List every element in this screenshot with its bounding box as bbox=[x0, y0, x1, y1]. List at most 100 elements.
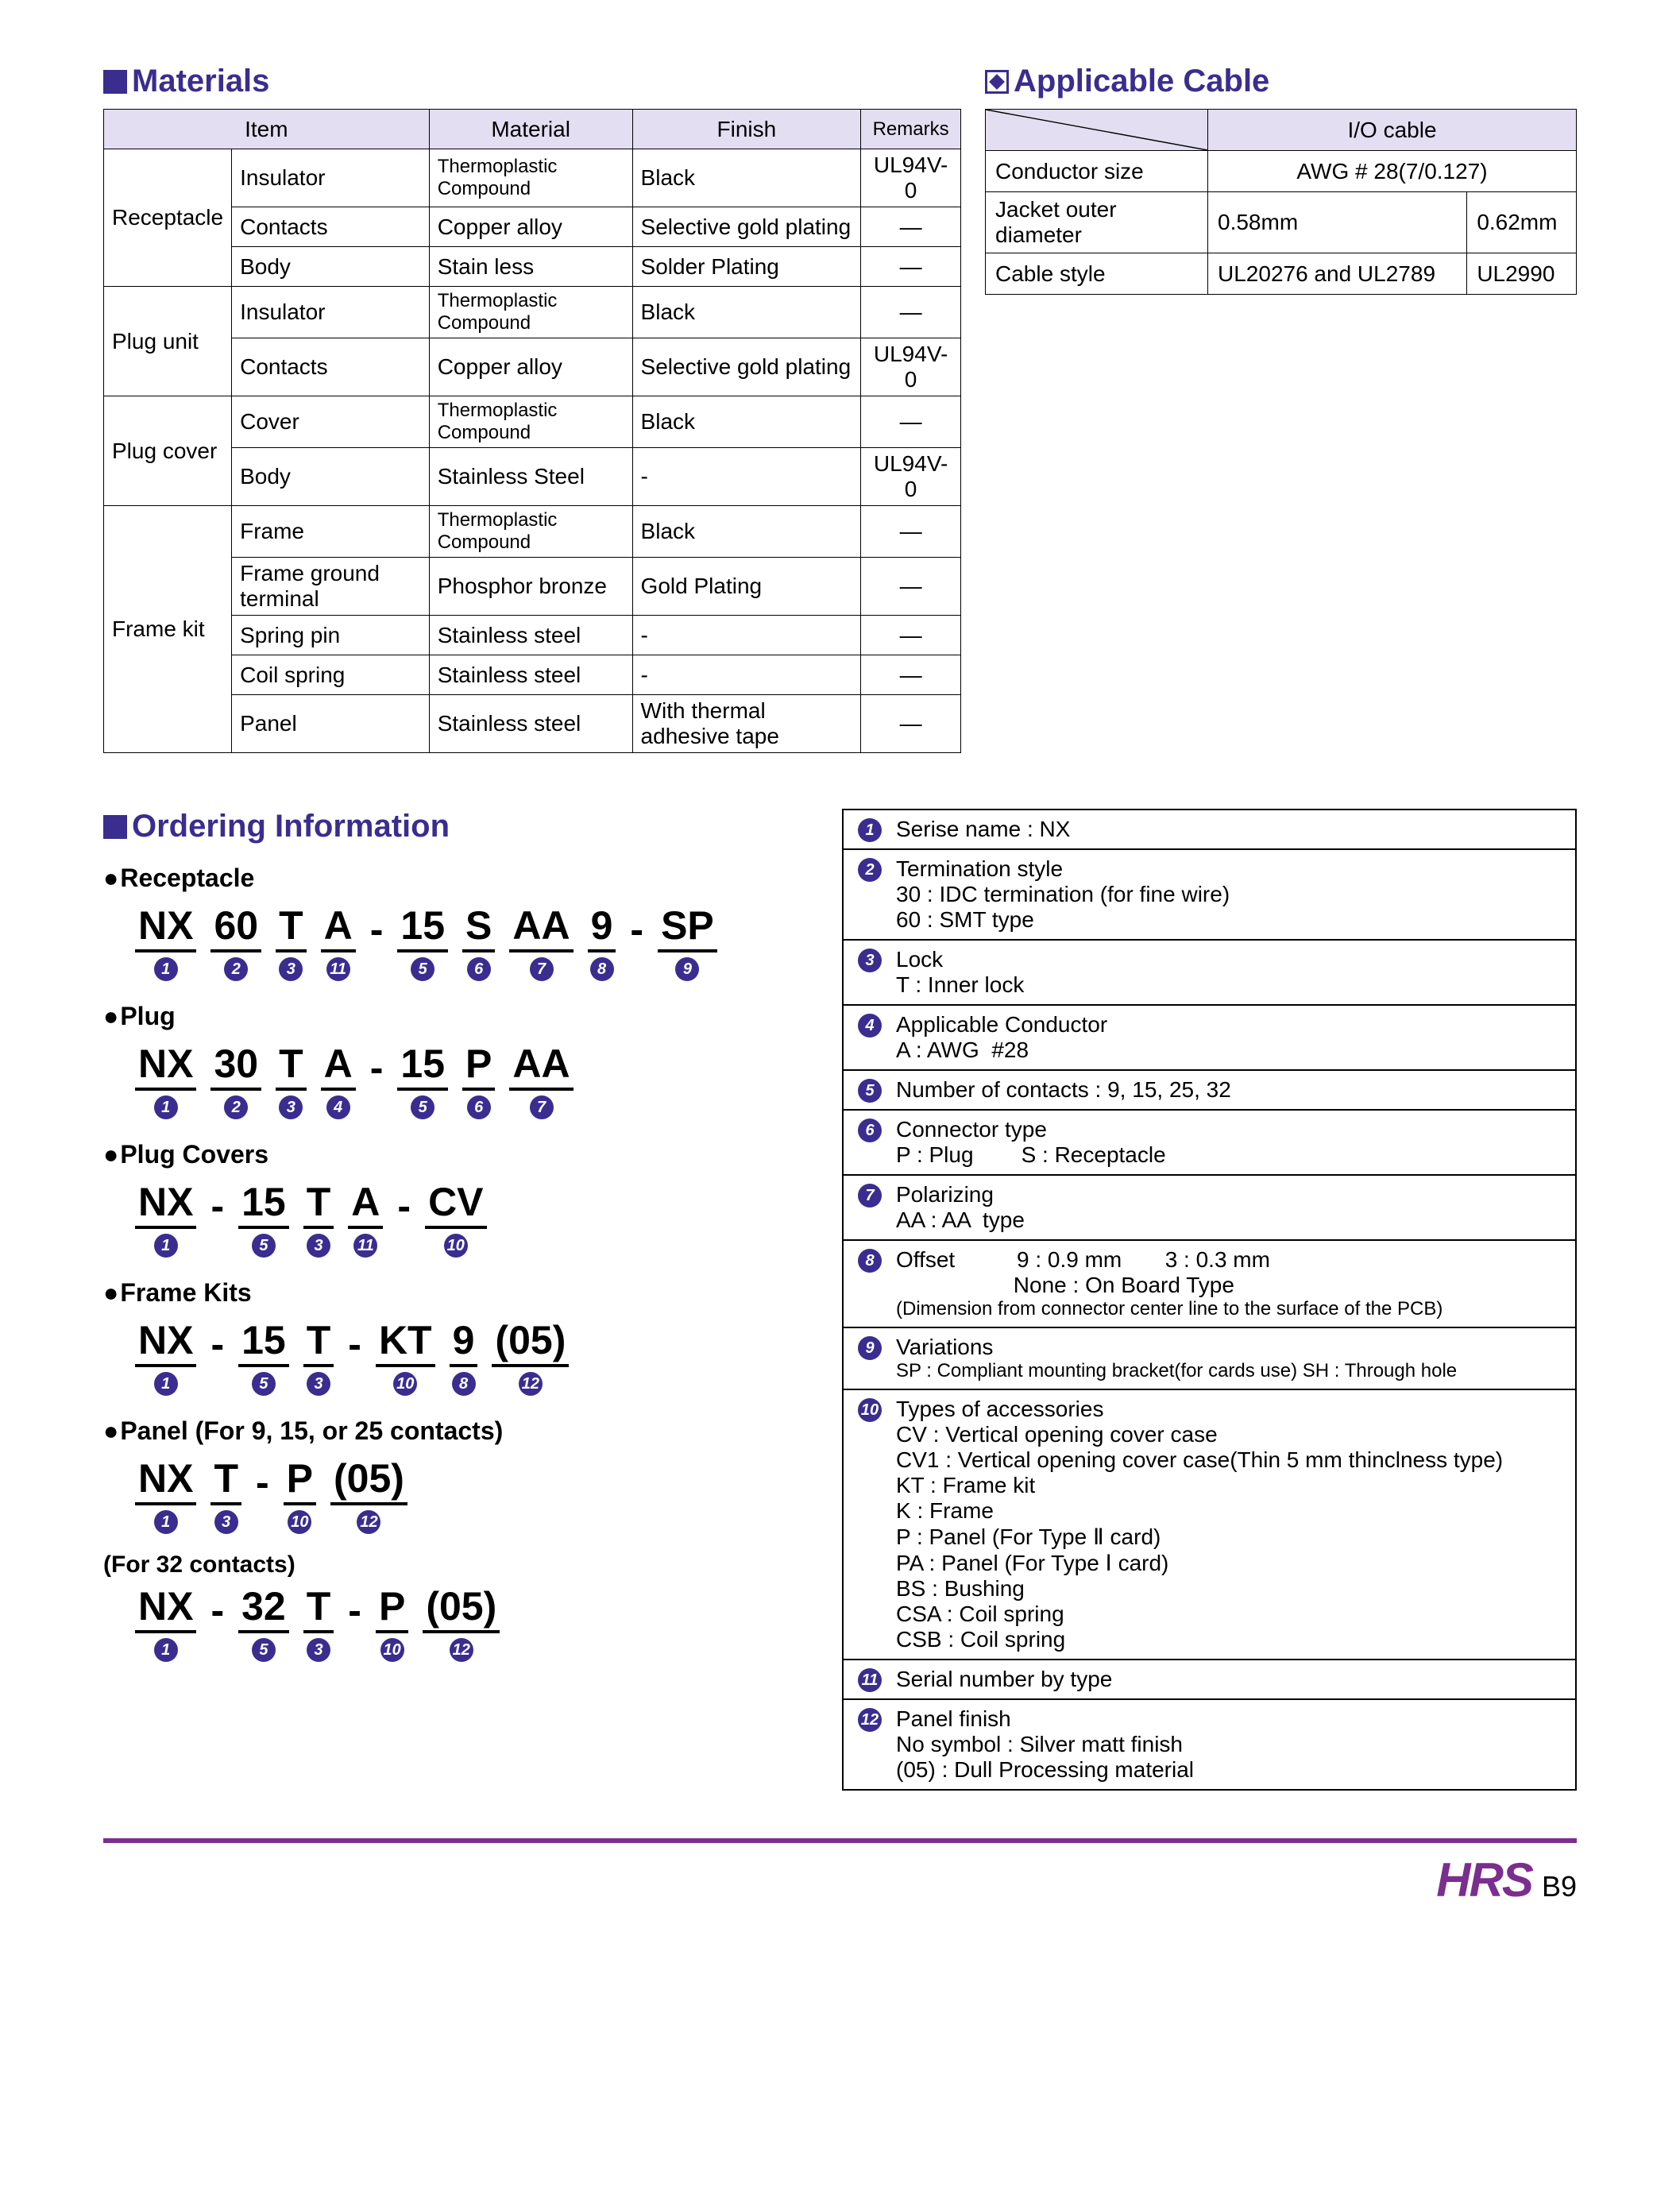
code-line: NX 1 - 15 5 T 3 A 11 - CV 10 bbox=[135, 1180, 818, 1259]
circle-number-icon: 6 bbox=[858, 1119, 882, 1142]
col-finish: Finish bbox=[632, 110, 861, 149]
ordering-heading: Ordering Information bbox=[103, 809, 818, 844]
circle-number-icon: 3 bbox=[307, 1234, 330, 1258]
io-cable-header: I/O cable bbox=[1208, 110, 1577, 151]
ac-value: 0.62mm bbox=[1467, 192, 1577, 253]
legend-body: Connector type P : Plug S : Receptacle bbox=[896, 1117, 1561, 1168]
circle-number-icon: 8 bbox=[452, 1372, 476, 1396]
footer: HRS B9 bbox=[103, 1853, 1577, 1907]
legend-body: Number of contacts : 9, 15, 25, 32 bbox=[896, 1077, 1561, 1103]
code-text: 15 bbox=[238, 1180, 289, 1229]
legend-body: PolarizingAA : AA type bbox=[896, 1182, 1561, 1233]
code-seg: CV 10 bbox=[425, 1180, 486, 1259]
code-text: AA bbox=[509, 904, 573, 952]
legend-body: Applicable ConductorA : AWG #28 bbox=[896, 1012, 1561, 1063]
material-cell: Stainless steel bbox=[429, 655, 632, 695]
ordering-title: Ordering Information bbox=[132, 809, 450, 844]
remarks-cell: — bbox=[861, 207, 961, 247]
remarks-cell: — bbox=[861, 287, 961, 338]
legend-row: 2 Termination style30 : IDC termination … bbox=[844, 848, 1575, 939]
applicable-cable-heading: Applicable Cable bbox=[985, 64, 1577, 99]
code-seg: NX 1 bbox=[135, 1585, 196, 1663]
legend-row: 9 VariationsSP : Compliant mounting brac… bbox=[844, 1327, 1575, 1389]
code-text: P bbox=[284, 1457, 316, 1505]
material-cell: Thermoplastic Compound bbox=[429, 287, 632, 338]
code-num: 3 bbox=[307, 1234, 330, 1259]
legend-row: 8 Offset 9 : 0.9 mm 3 : 0.3 mm None : On… bbox=[844, 1239, 1575, 1327]
circle-number-icon: 12 bbox=[450, 1638, 473, 1662]
legend-row: 3 LockT : Inner lock bbox=[844, 939, 1575, 1004]
code-text: 9 bbox=[450, 1319, 478, 1367]
dash: - bbox=[370, 1045, 384, 1121]
code-seg: 15 5 bbox=[238, 1180, 289, 1259]
item-cell: Insulator bbox=[232, 287, 430, 338]
circle-number-icon: 3 bbox=[279, 957, 303, 981]
code-text: A bbox=[321, 904, 356, 952]
legend-line: CSA : Coil spring bbox=[896, 1602, 1561, 1627]
legend-line: K : Frame bbox=[896, 1498, 1561, 1524]
code-seg: A 11 bbox=[348, 1180, 383, 1259]
material-cell: Stainless Steel bbox=[429, 448, 632, 506]
code-text: S bbox=[462, 904, 495, 952]
legend-line: PA : Panel (For Type Ⅰ card) bbox=[896, 1550, 1561, 1576]
dash: - bbox=[370, 906, 384, 983]
code-seg: (05) 12 bbox=[423, 1585, 500, 1663]
item-cell: Cover bbox=[232, 396, 430, 448]
ac-label: Jacket outer diameter bbox=[986, 192, 1208, 253]
code-text: 15 bbox=[397, 1042, 448, 1091]
item-cell: Contacts bbox=[232, 207, 430, 247]
code-text: P bbox=[376, 1585, 408, 1633]
material-cell: Stain less bbox=[429, 247, 632, 287]
ac-label: Conductor size bbox=[986, 151, 1208, 192]
circle-number-icon: 11 bbox=[326, 957, 350, 981]
finish-cell: Gold Plating bbox=[632, 558, 861, 616]
code-num: 5 bbox=[252, 1372, 276, 1397]
code-text: A bbox=[321, 1042, 356, 1091]
legend-line: Serial number by type bbox=[896, 1667, 1561, 1692]
code-text: T bbox=[303, 1585, 334, 1633]
legend-line: A : AWG #28 bbox=[896, 1037, 1561, 1063]
code-seg: AA 7 bbox=[509, 1042, 573, 1121]
circle-number-icon: 1 bbox=[154, 1234, 178, 1258]
code-text: NX bbox=[135, 1042, 196, 1091]
code-num: 3 bbox=[307, 1372, 330, 1397]
circle-number-icon: 10 bbox=[288, 1510, 311, 1534]
group-name: Plug cover bbox=[104, 396, 232, 506]
legend-note: (Dimension from connector center line to… bbox=[896, 1298, 1561, 1320]
dash: - bbox=[630, 906, 643, 983]
legend-body: Types of accessoriesCV : Vertical openin… bbox=[896, 1397, 1561, 1652]
code-line: NX 1 T 3 - P 10 (05) 12 bbox=[135, 1457, 818, 1536]
circle-number-icon: 11 bbox=[858, 1668, 882, 1692]
circle-number-icon: 10 bbox=[380, 1638, 404, 1662]
code-num: 10 bbox=[393, 1372, 417, 1397]
circle-number-icon: 2 bbox=[224, 1095, 248, 1119]
circle-number-icon: 2 bbox=[858, 858, 882, 882]
code-seg: (05) 12 bbox=[330, 1457, 407, 1536]
code-text: KT bbox=[376, 1319, 435, 1367]
legend-row: 7 PolarizingAA : AA type bbox=[844, 1174, 1575, 1239]
circle-number-icon: 10 bbox=[393, 1372, 417, 1396]
dash: - bbox=[397, 1183, 411, 1259]
legend-line: Types of accessories bbox=[896, 1397, 1561, 1422]
material-cell: Stainless steel bbox=[429, 695, 632, 753]
legend-line: Applicable Conductor bbox=[896, 1012, 1561, 1037]
legend-line: P : Panel (For Type Ⅱ card) bbox=[896, 1524, 1561, 1550]
item-cell: Insulator bbox=[232, 149, 430, 207]
ac-label: Cable style bbox=[986, 253, 1208, 295]
material-cell: Copper alloy bbox=[429, 207, 632, 247]
code-seg: 15 5 bbox=[238, 1319, 289, 1397]
circle-number-icon: 5 bbox=[858, 1079, 882, 1103]
square-icon bbox=[103, 815, 127, 839]
code-line: NX 1 30 2 T 3 A 4 - 15 5 P 6 AA 7 bbox=[135, 1042, 818, 1121]
code-num: 5 bbox=[252, 1234, 276, 1259]
dash: - bbox=[348, 1321, 361, 1397]
code-text: (05) bbox=[330, 1457, 407, 1505]
legend-row: 11 Serial number by type bbox=[844, 1659, 1575, 1698]
legend-row: 10 Types of accessoriesCV : Vertical ope… bbox=[844, 1389, 1575, 1659]
legend-pair: P : Plug S : Receptacle bbox=[896, 1142, 1561, 1168]
finish-cell: Black bbox=[632, 396, 861, 448]
code-text: 15 bbox=[397, 904, 448, 952]
legend-line: (05) : Dull Processing material bbox=[896, 1757, 1561, 1783]
code-seg: 60 2 bbox=[210, 904, 261, 983]
legend-line: KT : Frame kit bbox=[896, 1473, 1561, 1498]
